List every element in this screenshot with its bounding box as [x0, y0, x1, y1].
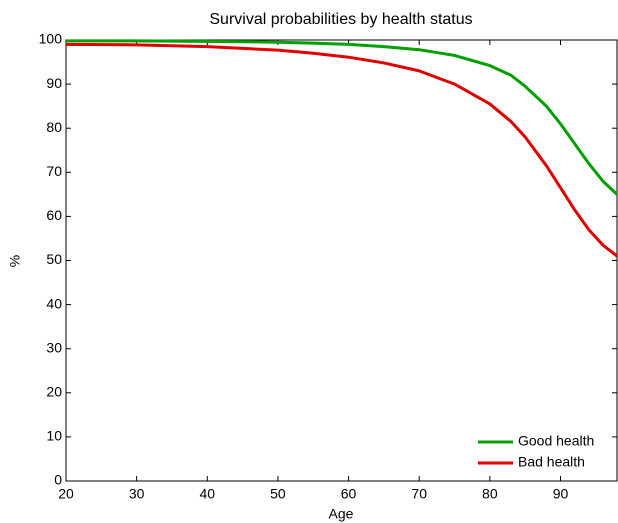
series-line: [66, 39, 618, 196]
x-tick-label: 40: [199, 486, 215, 502]
series-line: [65, 42, 618, 258]
y-tick-label: 60: [46, 207, 62, 223]
legend-label: Good health: [518, 433, 594, 449]
y-tick-label: 70: [46, 163, 62, 179]
y-tick-label: 40: [46, 295, 62, 311]
y-axis-label: %: [7, 255, 23, 267]
x-tick-label: 50: [270, 486, 286, 502]
x-tick-label: 20: [58, 486, 74, 502]
y-tick-label: 20: [46, 384, 62, 400]
plot-frame: [65, 39, 618, 482]
x-axis-label: Age: [329, 506, 354, 522]
y-tick-label: 0: [54, 472, 62, 488]
y-tick-label: 80: [46, 119, 62, 135]
y-tick-label: 100: [39, 31, 63, 47]
x-tick-label: 80: [482, 486, 498, 502]
y-tick-label: 10: [46, 428, 62, 444]
x-tick-label: 90: [553, 486, 569, 502]
y-tick-label: 90: [46, 75, 62, 91]
x-tick-label: 60: [341, 486, 357, 502]
y-tick-label: 50: [46, 251, 62, 267]
legend-label: Bad health: [518, 454, 585, 470]
chart-title: Survival probabilities by health status: [209, 11, 472, 28]
y-tick-label: 30: [46, 339, 62, 355]
x-tick-label: 70: [411, 486, 427, 502]
x-tick-label: 30: [129, 486, 145, 502]
